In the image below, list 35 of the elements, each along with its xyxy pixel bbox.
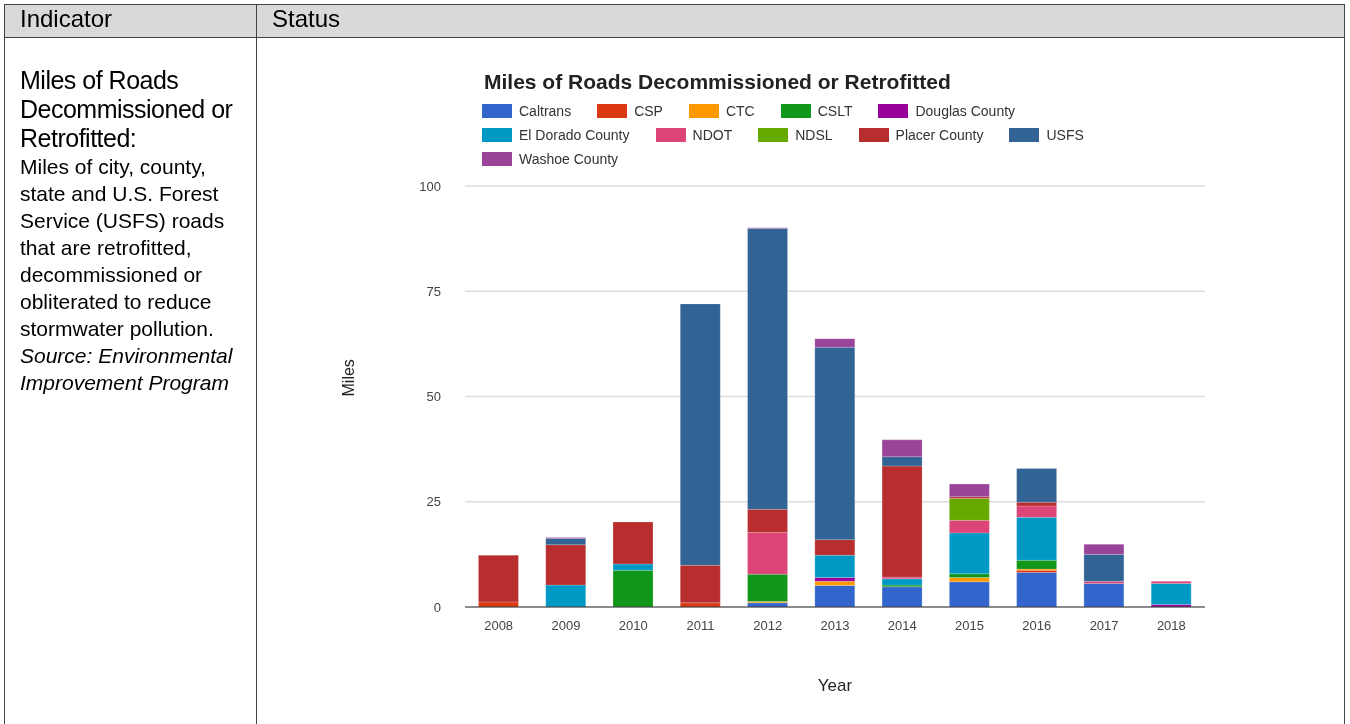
- text: Miles of Roads Decommissioned or Retrofitted:: [20, 66, 234, 153]
- chart-title: Miles of Roads Decommissioned or Retrofitted: [484, 70, 951, 94]
- legend-label: Placer County: [895, 127, 984, 143]
- text: Status: [272, 5, 341, 33]
- legend-label: Washoe County: [519, 151, 619, 167]
- x-tick-label: 2015: [955, 618, 985, 634]
- y-axis-title: Miles: [339, 359, 357, 397]
- x-tick-label: 2010: [618, 618, 648, 634]
- y-tick-label: 25: [426, 494, 441, 510]
- x-tick-label: 2017: [1089, 618, 1119, 634]
- text: Miles of city, county, state and U.S. Forest Service (USFS) roads that are retrofitted, decommissioned or obliterated to reduce stormwater pollution.: [20, 155, 225, 340]
- legend-label: NDSL: [795, 127, 833, 143]
- legend-label: El Dorado County: [519, 127, 630, 143]
- x-tick-label: 2011: [686, 618, 715, 634]
- legend-label: Caltrans: [519, 103, 572, 119]
- legend-label: NDOT: [692, 127, 733, 143]
- source-note: Source: Environmental Improvement Program: [20, 344, 233, 394]
- legend-label: CSP: [634, 103, 663, 119]
- y-tick-label: 100: [419, 178, 441, 194]
- legend-label: CTC: [725, 103, 755, 119]
- y-tick-label: 0: [433, 599, 441, 615]
- x-tick-label: 2014: [887, 618, 917, 634]
- y-tick-label: 50: [426, 389, 441, 405]
- y-tick-label: 75: [426, 283, 441, 299]
- x-tick-label: 2009: [551, 618, 581, 634]
- legend-label: CSLT: [817, 103, 853, 119]
- legend-label: Douglas County: [915, 103, 1016, 119]
- legend-label: USFS: [1046, 127, 1084, 143]
- x-tick-label: 2013: [820, 618, 850, 634]
- x-tick-label: 2012: [753, 618, 783, 634]
- text: Indicator: [20, 5, 113, 33]
- x-tick-label: 2018: [1156, 618, 1186, 634]
- x-axis-title: Year: [817, 676, 853, 695]
- x-tick-label: 2008: [484, 618, 514, 634]
- x-tick-label: 2016: [1022, 618, 1052, 634]
